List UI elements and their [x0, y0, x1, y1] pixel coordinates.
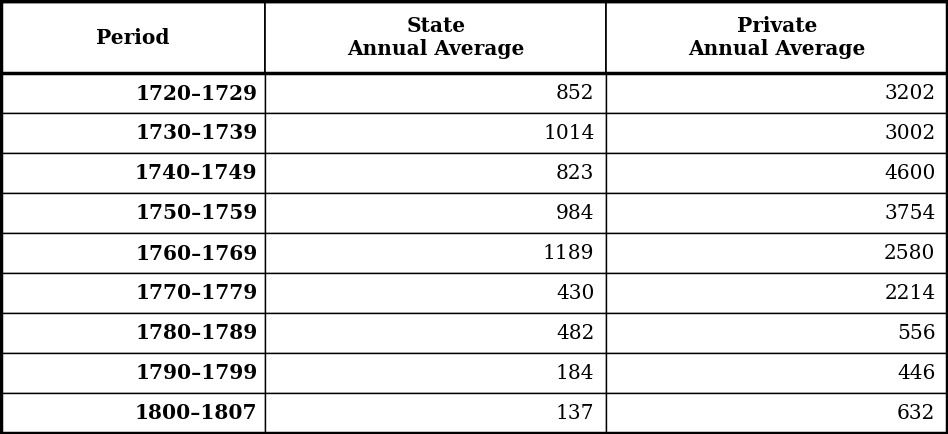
Text: 1014: 1014	[543, 124, 594, 143]
Text: 1750–1759: 1750–1759	[136, 203, 258, 223]
Bar	[265, 313, 607, 353]
Text: 984: 984	[556, 204, 594, 223]
Bar	[265, 353, 607, 393]
Bar	[1, 193, 265, 233]
Text: 1740–1749: 1740–1749	[135, 163, 258, 183]
Bar	[265, 233, 607, 273]
Text: 2214: 2214	[884, 283, 936, 302]
Bar	[265, 193, 607, 233]
Bar	[607, 353, 947, 393]
Bar	[607, 313, 947, 353]
Bar	[607, 73, 947, 113]
Text: 1720–1729: 1720–1729	[136, 83, 258, 103]
Text: 556: 556	[897, 323, 936, 342]
Bar	[265, 273, 607, 313]
Bar	[1, 113, 265, 153]
Text: 632: 632	[897, 403, 936, 422]
Bar	[1, 233, 265, 273]
Bar	[607, 1, 947, 73]
Text: 823: 823	[556, 164, 594, 183]
Text: Period: Period	[97, 27, 170, 47]
Text: 3202: 3202	[884, 84, 936, 103]
Text: 137: 137	[556, 403, 594, 422]
Bar	[607, 113, 947, 153]
Bar	[265, 113, 607, 153]
Text: 1790–1799: 1790–1799	[136, 363, 258, 383]
Bar	[265, 153, 607, 193]
Text: 1730–1739: 1730–1739	[136, 123, 258, 143]
Bar	[1, 353, 265, 393]
Text: 1770–1779: 1770–1779	[136, 283, 258, 303]
Text: 1780–1789: 1780–1789	[136, 323, 258, 343]
Bar	[607, 153, 947, 193]
Bar	[607, 233, 947, 273]
Text: 2580: 2580	[884, 243, 936, 263]
Text: 1800–1807: 1800–1807	[135, 403, 258, 423]
Text: 446: 446	[897, 363, 936, 382]
Text: 1189: 1189	[543, 243, 594, 263]
Bar	[1, 393, 265, 433]
Text: 1760–1769: 1760–1769	[136, 243, 258, 263]
Text: 3002: 3002	[884, 124, 936, 143]
Bar	[265, 1, 607, 73]
Text: Private
Annual Average: Private Annual Average	[688, 16, 866, 59]
Bar	[265, 73, 607, 113]
Bar	[265, 393, 607, 433]
Text: 4600: 4600	[884, 164, 936, 183]
Text: State
Annual Average: State Annual Average	[347, 16, 524, 59]
Bar	[607, 393, 947, 433]
Text: 852: 852	[556, 84, 594, 103]
Bar	[1, 153, 265, 193]
Text: 184: 184	[556, 363, 594, 382]
Bar	[607, 273, 947, 313]
Bar	[1, 273, 265, 313]
Bar	[1, 1, 265, 73]
Bar	[1, 313, 265, 353]
Text: 430: 430	[556, 283, 594, 302]
Text: 482: 482	[556, 323, 594, 342]
Bar	[607, 193, 947, 233]
Bar	[1, 73, 265, 113]
Text: 3754: 3754	[884, 204, 936, 223]
